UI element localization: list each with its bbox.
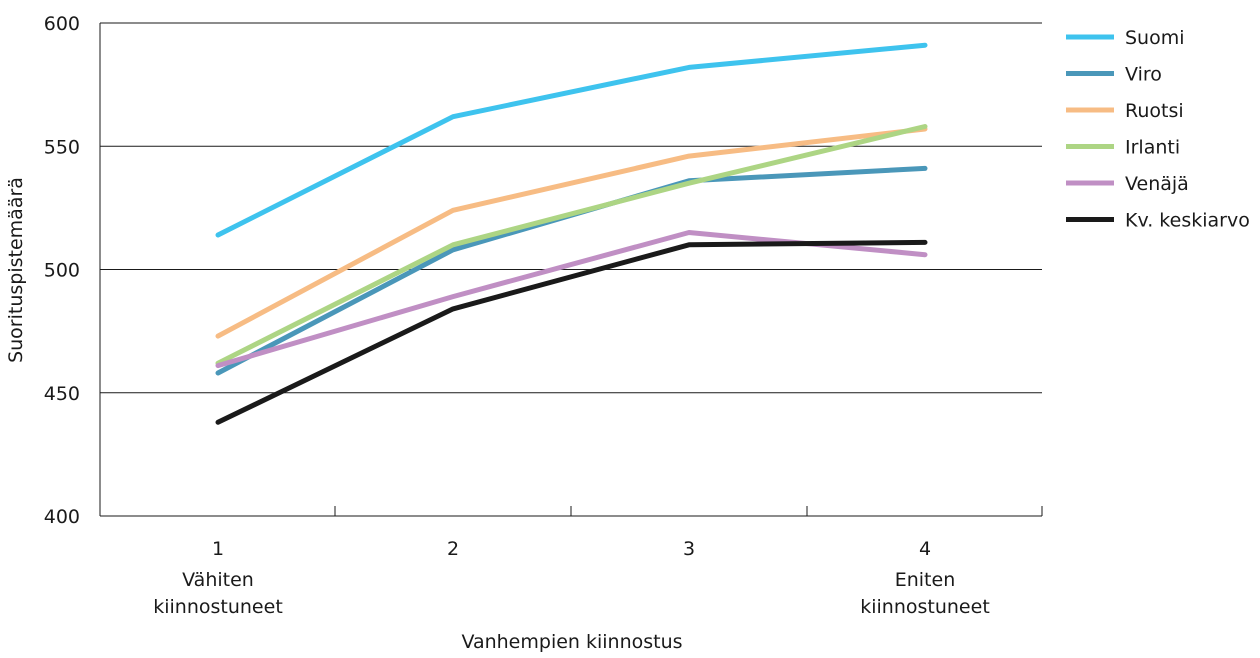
y-tick-label: 600 [44, 13, 80, 35]
legend-label: Viro [1125, 64, 1162, 86]
x-tick-sublabel: Vähiten [182, 569, 254, 591]
y-tick-label: 550 [44, 136, 80, 158]
y-tick-label: 400 [44, 506, 80, 528]
gridlines [100, 22, 1042, 394]
x-tick-label: 4 [919, 538, 931, 560]
series-line-kv-keskiarvo [215, 239, 928, 425]
x-tick-sublabel: kiinnostuneet [153, 596, 283, 618]
legend-label: Venäjä [1125, 173, 1189, 195]
x-tick-label: 1 [212, 538, 224, 560]
y-tick-label: 500 [44, 260, 80, 282]
axes [99, 23, 1043, 517]
legend-label: Suomi [1125, 27, 1185, 49]
x-tick-label: 3 [683, 538, 695, 560]
legend: Suomi Viro Ruotsi Irlanti Venäjä Kv. keskiarv… [1066, 27, 1250, 232]
x-tick-label: 2 [447, 538, 459, 560]
y-axis-label: Suorituspistemäärä [5, 177, 27, 363]
series-line-irlanti [215, 124, 928, 366]
x-axis-label: Vanhempien kiinnostus [461, 631, 682, 653]
legend-label: Kv. keskiarvo [1125, 210, 1250, 232]
series-line-suomi [215, 42, 928, 238]
series-line-venäjä [215, 230, 928, 369]
series-group [215, 42, 928, 425]
x-tick-sublabel: kiinnostuneet [860, 596, 990, 618]
x-tick-sublabel: Eniten [895, 569, 956, 591]
y-tick-label: 450 [44, 383, 80, 405]
legend-label: Ruotsi [1125, 100, 1184, 122]
legend-label: Irlanti [1125, 137, 1180, 159]
series-line-ruotsi [215, 126, 928, 339]
series-line-viro [215, 165, 928, 376]
tick-labels: 400 450 500 550 600 1 Vähiten kiinnostuneet 2 3 4 E… [44, 13, 990, 618]
